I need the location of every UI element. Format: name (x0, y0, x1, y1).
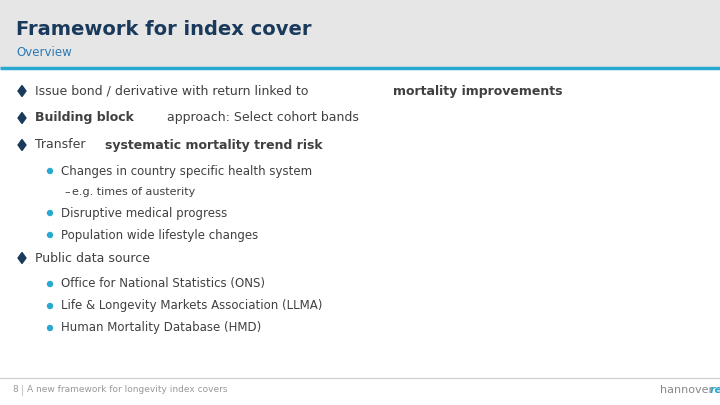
Text: hannover: hannover (660, 385, 716, 395)
Text: Life & Longevity Markets Association (LLMA): Life & Longevity Markets Association (LL… (61, 300, 323, 313)
Text: Transfer: Transfer (35, 139, 89, 151)
Text: approach: Select cohort bands: approach: Select cohort bands (163, 111, 359, 124)
Text: Framework for index cover: Framework for index cover (16, 20, 312, 39)
Text: Changes in country specific health system: Changes in country specific health syste… (61, 164, 312, 177)
Polygon shape (18, 252, 26, 264)
Polygon shape (18, 85, 26, 96)
Text: Population wide lifestyle changes: Population wide lifestyle changes (61, 228, 258, 241)
Polygon shape (18, 139, 26, 151)
Text: Disruptive medical progress: Disruptive medical progress (61, 207, 228, 220)
Text: Public data source: Public data source (35, 252, 150, 264)
Text: re: re (710, 385, 720, 395)
Circle shape (48, 326, 53, 330)
Circle shape (48, 281, 53, 286)
Text: Human Mortality Database (HMD): Human Mortality Database (HMD) (61, 322, 261, 335)
Circle shape (48, 232, 53, 237)
Text: Office for National Statistics (ONS): Office for National Statistics (ONS) (61, 277, 265, 290)
Text: Overview: Overview (16, 46, 72, 59)
Text: 8: 8 (12, 386, 18, 394)
Circle shape (48, 168, 53, 173)
Text: –: – (64, 187, 70, 197)
Text: mortality improvements: mortality improvements (393, 85, 562, 98)
Text: Issue bond / derivative with return linked to: Issue bond / derivative with return link… (35, 85, 312, 98)
Polygon shape (18, 113, 26, 124)
Bar (0, 0, 720, 68)
Circle shape (48, 303, 53, 309)
Text: Building block: Building block (35, 111, 134, 124)
Circle shape (48, 211, 53, 215)
Text: A new framework for longevity index covers: A new framework for longevity index cove… (27, 386, 228, 394)
Text: e.g. times of austerity: e.g. times of austerity (72, 187, 195, 197)
Text: systematic mortality trend risk: systematic mortality trend risk (105, 139, 323, 151)
